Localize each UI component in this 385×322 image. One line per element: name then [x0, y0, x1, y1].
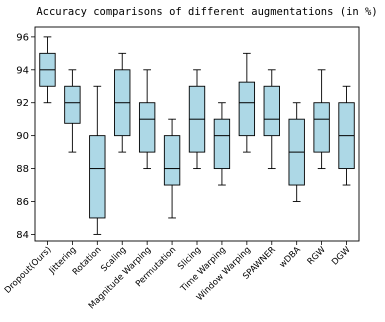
y-tick-label: 84 — [16, 230, 29, 241]
y-tick-label: 94 — [16, 65, 29, 76]
box-5 — [163, 135, 181, 186]
x-tick-label: DGW — [330, 245, 353, 268]
x-tick-label: Dropout(Ours) — [3, 245, 54, 296]
box-11 — [313, 102, 330, 153]
y-tick-label: 90 — [16, 131, 29, 142]
y-tick-label: 88 — [16, 164, 29, 175]
box-4 — [138, 102, 156, 153]
plot-area: 84868890929496Dropout(Ours)JitteringRota… — [3, 26, 360, 311]
x-tick-label: RGW — [306, 245, 328, 267]
y-tick-label: 92 — [16, 98, 29, 109]
box-2 — [89, 135, 106, 219]
box-7 — [213, 118, 231, 170]
y-tick-label: 96 — [16, 32, 29, 43]
y-tick-label: 86 — [16, 197, 29, 208]
chart-title: Accuracy comparisons of different augmen… — [36, 6, 377, 18]
box-9 — [263, 85, 280, 137]
x-tick-label: wDBA — [278, 245, 303, 270]
box-8 — [238, 81, 256, 137]
box-1 — [64, 85, 81, 124]
